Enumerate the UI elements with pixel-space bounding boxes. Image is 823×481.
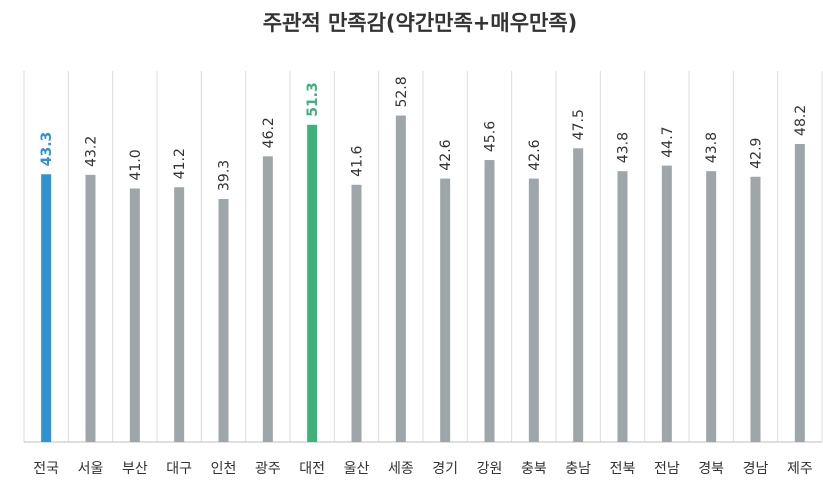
value-label: 47.5	[571, 109, 587, 140]
bar	[484, 160, 495, 443]
value-label: 43.3	[39, 132, 55, 167]
x-tick-label: 경기	[432, 461, 458, 477]
bar	[174, 187, 185, 442]
value-label: 42.6	[438, 139, 454, 170]
x-tick-label: 강원	[477, 461, 503, 477]
value-label: 46.2	[261, 117, 277, 148]
bar	[750, 176, 761, 443]
bar	[617, 171, 628, 443]
bar	[706, 171, 717, 443]
chart-title: 주관적 만족감(약간만족+매우만족)	[263, 11, 578, 35]
bar	[351, 184, 362, 443]
bar	[661, 165, 672, 443]
value-label: 52.8	[394, 76, 410, 107]
bar	[262, 156, 273, 442]
bar	[528, 178, 539, 442]
bar	[395, 115, 406, 443]
x-tick-label: 인천	[211, 461, 237, 477]
x-tick-label: 대전	[299, 461, 325, 477]
bar	[41, 174, 52, 443]
x-tick-label: 경북	[698, 461, 724, 477]
bar	[307, 124, 318, 443]
value-label: 48.2	[793, 105, 809, 136]
x-tick-label: 충남	[565, 461, 591, 477]
x-tick-label: 광주	[255, 461, 281, 477]
x-tick-label: 대구	[166, 461, 192, 477]
bar	[129, 188, 140, 442]
x-tick-label: 충북	[521, 461, 547, 477]
value-label: 51.3	[305, 82, 321, 117]
x-tick-label: 울산	[344, 461, 370, 477]
x-tick-label: 제주	[787, 461, 813, 477]
value-label: 43.2	[84, 136, 100, 167]
x-tick-label: 전남	[654, 461, 680, 477]
x-tick-label: 전북	[610, 461, 636, 477]
bar	[85, 174, 96, 442]
x-tick-label: 부산	[122, 461, 148, 477]
value-label: 43.8	[616, 132, 632, 163]
bar	[218, 198, 229, 442]
value-label: 41.0	[128, 149, 144, 180]
value-label: 42.6	[527, 139, 543, 170]
x-tick-label: 서울	[78, 461, 104, 477]
value-label: 41.2	[172, 148, 188, 179]
bar	[440, 178, 451, 442]
value-label: 43.8	[704, 132, 720, 163]
bar	[794, 143, 805, 443]
value-label: 45.6	[483, 121, 499, 152]
x-tick-label: 전국	[33, 461, 59, 477]
x-tick-label: 경남	[743, 461, 769, 477]
x-tick-label: 세종	[388, 461, 414, 477]
value-label: 42.9	[749, 138, 765, 169]
value-label: 39.3	[217, 160, 233, 191]
value-label: 41.6	[350, 146, 366, 177]
value-label: 44.7	[660, 126, 676, 157]
bar	[573, 148, 584, 442]
